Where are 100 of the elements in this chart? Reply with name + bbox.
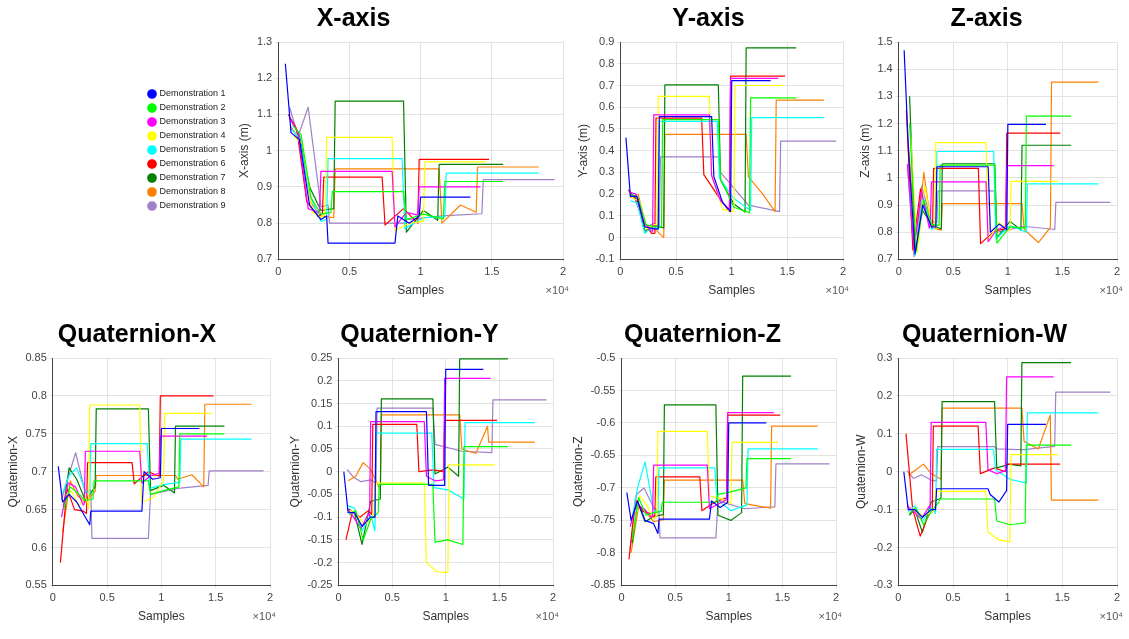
y-tick-label: -0.6 <box>596 416 616 428</box>
y-tick-label: 0.2 <box>599 187 615 200</box>
y-tick-label: 0 <box>886 464 893 477</box>
x-tick-label: 2 <box>266 591 274 604</box>
text: ×10⁴ <box>1099 283 1124 296</box>
y-tick-label: -0.2 <box>313 555 333 568</box>
y-tick-label: 0.7 <box>31 464 47 477</box>
x-tick-label: 1.5 <box>484 265 500 278</box>
y-tick-label: 1.1 <box>877 143 893 156</box>
y-tick-label: -0.2 <box>873 540 893 553</box>
y-tick-label: 0.2 <box>317 373 333 386</box>
x-tick-label: 0 <box>617 265 624 278</box>
y-tick-label: 0.9 <box>256 179 273 192</box>
y-axis-title: Quaternion-Z <box>570 436 585 508</box>
y-tick-label: 0.7 <box>256 252 273 265</box>
y-tick-label: 0.9 <box>599 35 615 48</box>
x-tick-label: 1.5 <box>1054 265 1071 278</box>
x-tick-label: 0.5 <box>384 591 400 604</box>
y-tick-label: 1.5 <box>877 35 893 48</box>
y-tick-label: -0.15 <box>307 532 333 545</box>
y-tick-label: -0.05 <box>307 487 333 500</box>
y-tick-label: 0.75 <box>25 426 47 439</box>
y-axis-title: X-axis (m) <box>237 123 252 179</box>
y-tick-label: 0.1 <box>317 419 333 432</box>
x-tick-label: 0.5 <box>99 591 115 604</box>
x-tick-label: 1 <box>725 591 732 604</box>
chart-title: Quaternion-W <box>901 318 1068 347</box>
x-axis-title: Samples <box>138 609 185 624</box>
x-axis-title: Samples <box>705 609 753 624</box>
legend-label: Demonstration 8 <box>159 186 226 197</box>
chart-title: Quaternion-Z <box>624 318 781 347</box>
x-axis-title: Samples <box>984 609 1032 624</box>
y-tick-label: 1.2 <box>256 71 273 84</box>
chart-title: X-axis <box>316 2 391 31</box>
y-tick-label: 0.6 <box>31 540 47 553</box>
y-tick-label: -0.55 <box>590 383 616 396</box>
x-tick-label: 1.5 <box>774 591 791 604</box>
y-tick-label: 0.8 <box>256 216 273 229</box>
legend-label: Demonstration 9 <box>159 200 226 211</box>
x-tick-label: 2 <box>559 265 567 278</box>
y-tick-label: -0.25 <box>307 578 333 591</box>
y-tick-label: 0.7 <box>877 252 893 265</box>
x-tick-label: 2 <box>1113 265 1121 278</box>
y-tick-label: 0.8 <box>599 56 615 69</box>
y-tick-label: -0.1 <box>313 510 333 523</box>
legend-label: Demonstration 7 <box>159 172 226 183</box>
x-tick-label: 0.5 <box>667 591 683 604</box>
y-tick-label: 0.8 <box>877 225 893 238</box>
y-tick-label: -0.1 <box>873 502 893 515</box>
y-tick-label: 1 <box>886 170 893 183</box>
y-axis-title: Quaternion-Y <box>287 436 302 508</box>
x-axis-title: Samples <box>422 609 470 624</box>
y-tick-label: -0.75 <box>590 513 616 526</box>
y-tick-label: 1.2 <box>877 116 893 129</box>
x-tick-label: 0 <box>275 265 282 278</box>
x-tick-label: 0.5 <box>945 591 961 604</box>
y-tick-label: 0.15 <box>311 396 333 409</box>
y-tick-label: -0.85 <box>590 578 616 591</box>
x-tick-label: 0 <box>895 591 902 604</box>
x-tick-label: 1.5 <box>491 591 508 604</box>
legend-label: Demonstration 1 <box>159 88 226 99</box>
x-tick-label: 1 <box>417 265 424 278</box>
y-tick-label: 1.3 <box>256 35 273 48</box>
legend-label: Demonstration 4 <box>159 130 226 141</box>
x-axis-title: Samples <box>397 283 444 298</box>
x-tick-label: 0.5 <box>668 265 684 278</box>
x-tick-label: 2 <box>832 591 840 604</box>
text: ×10⁴ <box>545 283 570 296</box>
y-tick-label: 0.65 <box>25 502 47 515</box>
x-tick-label: 0 <box>618 591 625 604</box>
text: ×10⁴ <box>1099 609 1124 622</box>
chart-title: Y-axis <box>672 2 745 31</box>
x-tick-label: 1 <box>1004 591 1011 604</box>
x-tick-label: 0 <box>895 265 902 278</box>
y-tick-label: 0.7 <box>599 78 615 91</box>
y-tick-label: 1.1 <box>256 107 273 120</box>
x-tick-label: 1 <box>728 265 735 278</box>
x-tick-label: 1.5 <box>1054 591 1070 604</box>
legend-label: Demonstration 5 <box>159 144 226 155</box>
y-tick-label: 0 <box>608 230 615 243</box>
y-tick-label: 0.8 <box>31 388 47 401</box>
y-tick-label: 1.4 <box>877 62 893 75</box>
x-tick-label: 2 <box>549 591 557 604</box>
y-axis-title: Quaternion-X <box>5 436 20 508</box>
y-tick-label: 0.05 <box>311 441 333 454</box>
y-tick-label: 0.25 <box>311 351 333 364</box>
y-tick-label: 1 <box>266 143 273 156</box>
y-tick-label: 0.5 <box>599 121 615 134</box>
y-axis-title: Quaternion-W <box>853 433 868 510</box>
x-tick-label: 1.5 <box>779 265 795 278</box>
y-tick-label: -0.3 <box>873 578 893 591</box>
y-tick-label: -0.5 <box>596 351 616 364</box>
y-tick-label: 1.3 <box>877 89 893 102</box>
y-axis-title: Y-axis (m) <box>575 123 590 178</box>
y-tick-label: 0.3 <box>877 351 893 364</box>
legend-label: Demonstration 3 <box>159 116 226 127</box>
chart-title: Quaternion-X <box>57 318 217 347</box>
x-tick-label: 0 <box>335 591 342 604</box>
x-tick-label: 0.5 <box>945 265 961 278</box>
legend-label: Demonstration 2 <box>159 102 226 113</box>
